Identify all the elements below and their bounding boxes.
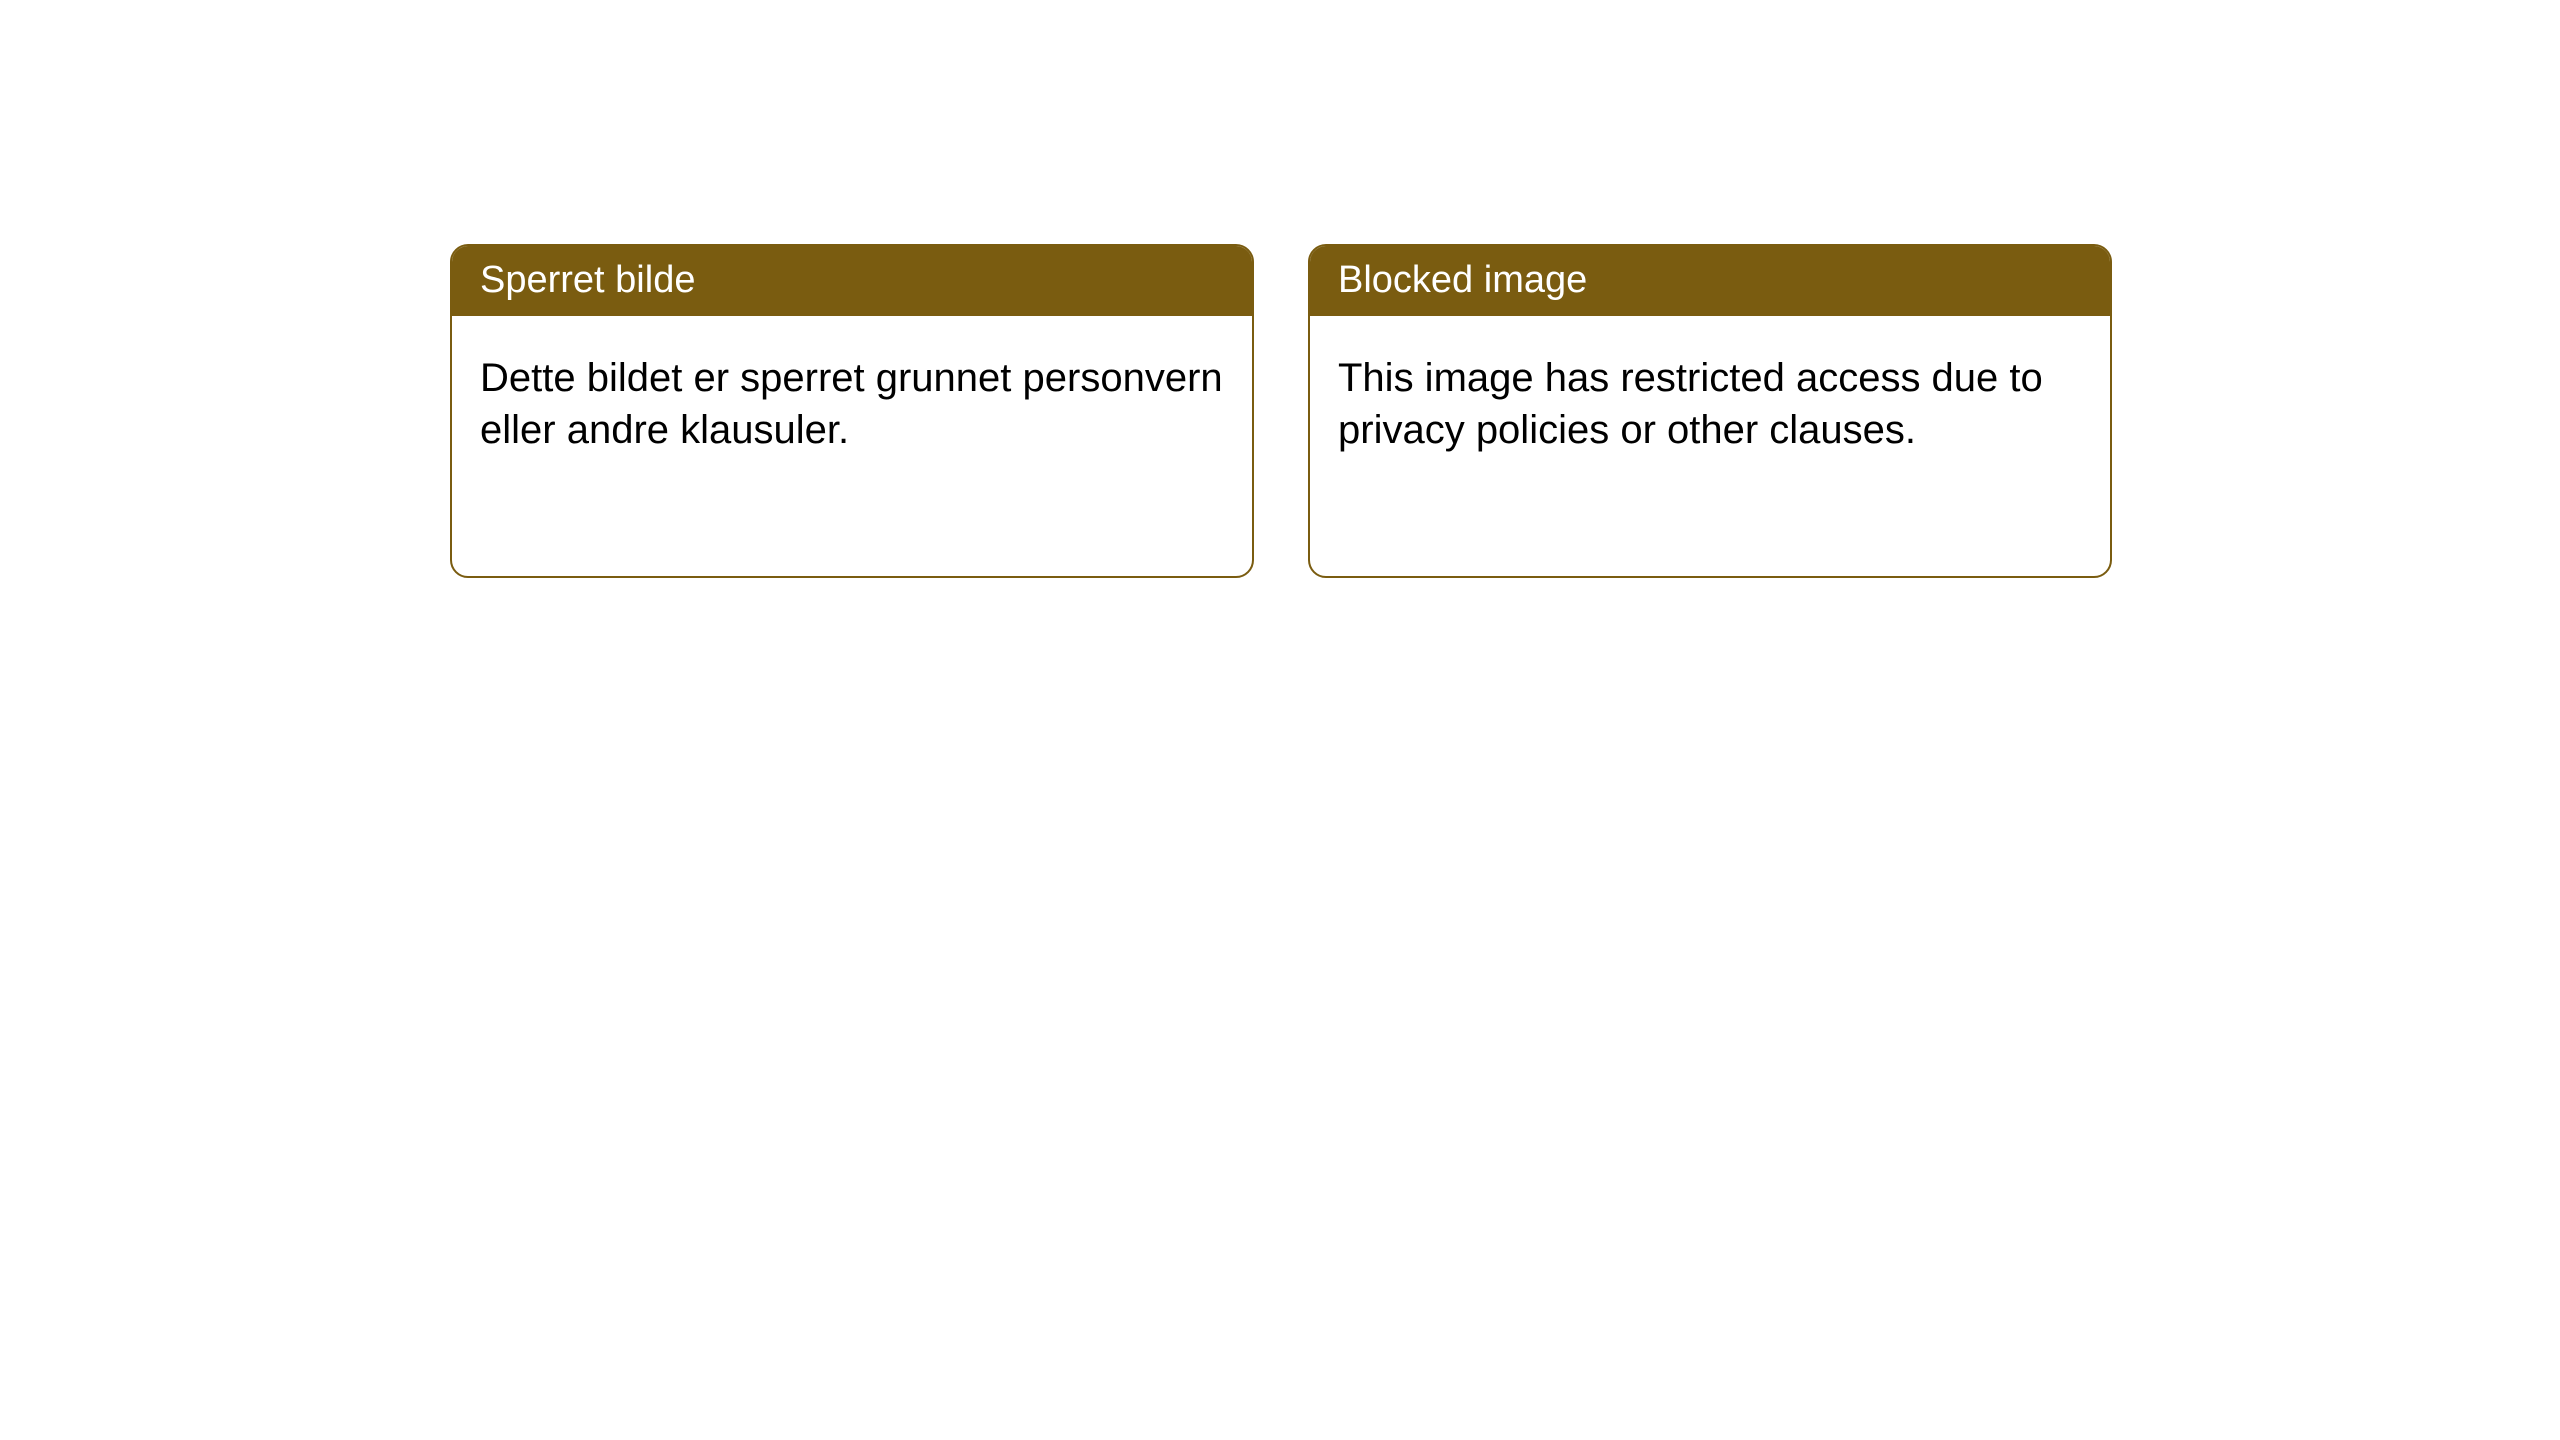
card-body: This image has restricted access due to … xyxy=(1310,316,2110,492)
notice-card-norwegian: Sperret bilde Dette bildet er sperret gr… xyxy=(450,244,1254,578)
card-header: Sperret bilde xyxy=(452,246,1252,316)
card-header: Blocked image xyxy=(1310,246,2110,316)
card-title: Blocked image xyxy=(1338,259,1587,301)
card-body: Dette bildet er sperret grunnet personve… xyxy=(452,316,1252,492)
card-body-text: Dette bildet er sperret grunnet personve… xyxy=(480,356,1223,452)
notice-cards-container: Sperret bilde Dette bildet er sperret gr… xyxy=(450,244,2112,578)
notice-card-english: Blocked image This image has restricted … xyxy=(1308,244,2112,578)
card-title: Sperret bilde xyxy=(480,259,695,301)
card-body-text: This image has restricted access due to … xyxy=(1338,356,2043,452)
